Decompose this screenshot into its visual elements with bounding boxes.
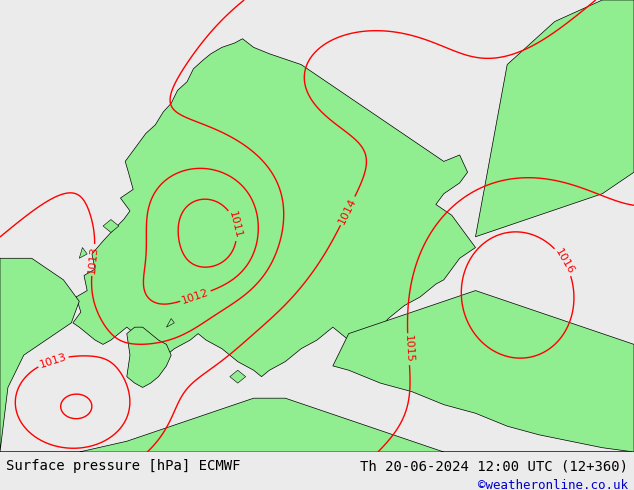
Polygon shape [103, 220, 119, 232]
Text: ©weatheronline.co.uk: ©weatheronline.co.uk [477, 479, 628, 490]
Polygon shape [230, 370, 246, 383]
Polygon shape [79, 247, 87, 258]
Polygon shape [476, 0, 634, 237]
Text: 1012: 1012 [181, 287, 210, 306]
Text: 1013: 1013 [38, 351, 68, 369]
Text: Surface pressure [hPa] ECMWF: Surface pressure [hPa] ECMWF [6, 460, 241, 473]
Text: Th 20-06-2024 12:00 UTC (12+360): Th 20-06-2024 12:00 UTC (12+360) [359, 460, 628, 473]
Polygon shape [73, 39, 476, 377]
Polygon shape [0, 398, 634, 452]
Text: 1011: 1011 [227, 210, 243, 240]
Polygon shape [127, 327, 171, 388]
Text: 1013: 1013 [87, 245, 100, 274]
Text: 1014: 1014 [337, 196, 358, 226]
Polygon shape [333, 291, 634, 452]
Polygon shape [166, 318, 174, 327]
Text: 1016: 1016 [553, 247, 576, 276]
Text: 1015: 1015 [403, 335, 414, 364]
Polygon shape [0, 258, 79, 452]
